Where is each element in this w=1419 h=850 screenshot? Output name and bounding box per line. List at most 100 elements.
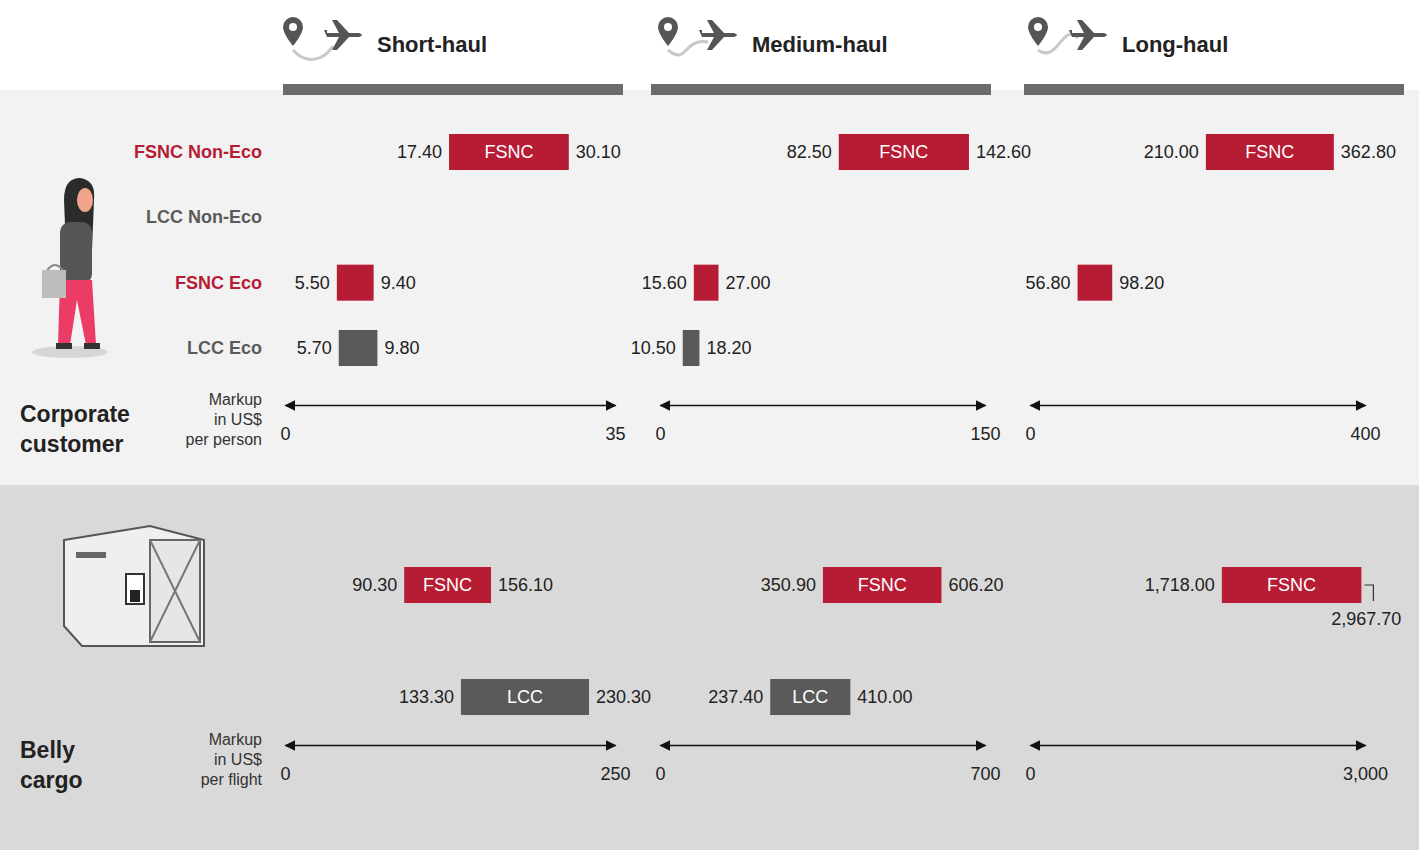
value-label-low: 56.80	[1026, 273, 1071, 293]
range-bar	[337, 265, 374, 301]
person-shoe	[84, 343, 100, 349]
pin-icon	[1028, 17, 1048, 46]
section-background	[0, 90, 1419, 485]
panel-headers: Short-haulMedium-haulLong-haul	[283, 17, 1404, 95]
cargo-container-illustration	[64, 526, 204, 646]
labels: 350.90606.20FSNC237.40410.00LCC	[708, 575, 1003, 707]
range-bar	[1222, 567, 1362, 603]
x-axis-line	[1031, 405, 1366, 407]
bars	[337, 134, 569, 366]
category-label: LCC Eco	[187, 338, 262, 358]
labels: 17.4030.10FSNC5.509.405.709.80	[295, 142, 621, 358]
x-tick-label: 0	[655, 424, 665, 444]
x-tick: 250	[600, 745, 630, 784]
value-label-low: 17.40	[397, 142, 442, 162]
x-axis: 0 250	[280, 745, 630, 784]
x-tick-label: 250	[600, 764, 630, 784]
x-axis: 0 400	[1025, 405, 1380, 444]
range-bar	[461, 679, 589, 715]
axis-title-line: per person	[186, 431, 263, 448]
range-bar	[770, 679, 850, 715]
value-label-low: 82.50	[787, 142, 832, 162]
value-label-low: 90.30	[352, 575, 397, 595]
x-tick: 400	[1350, 405, 1380, 444]
value-label-high: 606.20	[948, 575, 1003, 595]
bar-label: FSNC	[1267, 575, 1316, 595]
pin-hole	[664, 23, 672, 31]
x-tick-label: 3,000	[1343, 764, 1388, 784]
bar-label: FSNC	[858, 575, 907, 595]
plane-icon	[324, 20, 362, 50]
x-tick: 35	[605, 405, 625, 444]
container-panel	[126, 574, 144, 604]
panel-header-bar	[283, 84, 623, 95]
value-label-high: 230.30	[596, 687, 651, 707]
x-tick: 3,000	[1343, 745, 1388, 784]
bar-label: LCC	[792, 687, 828, 707]
value-label-low: 350.90	[761, 575, 816, 595]
person-bag	[42, 270, 66, 298]
value-label-high: 18.20	[706, 338, 751, 358]
x-tick: 150	[970, 405, 1000, 444]
value-label-low: 237.40	[708, 687, 763, 707]
x-tick: 0	[1025, 745, 1035, 784]
pin-hole	[1034, 23, 1042, 31]
axis-title-line: per flight	[201, 771, 263, 788]
x-tick-label: 0	[280, 764, 290, 784]
x-tick-label: 400	[1350, 424, 1380, 444]
container-panel-dark	[130, 590, 140, 602]
plane-icon	[699, 20, 737, 50]
x-tick: 0	[1025, 405, 1035, 444]
range-bar	[694, 265, 719, 301]
person-face	[77, 188, 93, 212]
labels: 82.50142.60FSNC15.6027.0010.5018.20	[631, 142, 1031, 358]
section-background	[0, 485, 1419, 850]
range-bar	[339, 330, 378, 366]
container-cross	[150, 540, 200, 642]
axis-title-line: in US$	[214, 411, 262, 428]
leader-line	[1364, 585, 1373, 601]
section-title-line: cargo	[20, 767, 83, 793]
container-body	[64, 526, 204, 646]
x-axis: 0 35	[280, 405, 625, 444]
value-label-low: 15.60	[642, 273, 687, 293]
bar-label: FSNC	[1245, 142, 1294, 162]
x-tick-label: 0	[655, 764, 665, 784]
section-title: Belly cargo	[20, 737, 83, 793]
value-label-high: 9.80	[384, 338, 419, 358]
panel-header-bar	[1024, 84, 1404, 95]
value-label-high: 30.10	[576, 142, 621, 162]
x-tick-label: 0	[280, 424, 290, 444]
x-axis: 0 3,000	[1025, 745, 1388, 784]
section-title-line: Belly	[20, 737, 75, 763]
plane-icon	[1069, 20, 1107, 50]
labels: 90.30156.10FSNC133.30230.30LCC	[352, 575, 651, 707]
value-label-high: 156.10	[498, 575, 553, 595]
range-bar	[449, 134, 569, 170]
section: CorporatecustomerMarkupin US$per personF…	[20, 134, 1396, 457]
x-tick-label: 0	[1025, 764, 1035, 784]
x-axis-line	[661, 405, 986, 407]
bar-label: FSNC	[484, 142, 533, 162]
x-tick: 700	[970, 745, 1000, 784]
pin-hole	[289, 23, 297, 31]
axis-title-line: Markup	[209, 391, 262, 408]
value-label-low: 5.50	[295, 273, 330, 293]
panel-title: Long-haul	[1122, 32, 1228, 57]
value-label-low: 210.00	[1144, 142, 1199, 162]
range-bar	[839, 134, 969, 170]
labels: 1,718.002,967.70FSNC	[1145, 575, 1402, 629]
x-axis-line	[661, 745, 986, 747]
x-tick: 0	[655, 405, 665, 444]
x-tick-label: 700	[970, 764, 1000, 784]
person-shoe	[56, 343, 72, 349]
x-axis-line	[286, 745, 616, 747]
category-label: LCC Non-Eco	[146, 207, 262, 227]
route-icon	[658, 17, 737, 55]
route-curve	[668, 42, 708, 55]
x-axis-line	[1031, 745, 1366, 747]
x-tick: 0	[655, 745, 665, 784]
value-label-high: 2,967.70	[1331, 609, 1401, 629]
value-label-low: 5.70	[297, 338, 332, 358]
section-title-line: customer	[20, 431, 124, 457]
